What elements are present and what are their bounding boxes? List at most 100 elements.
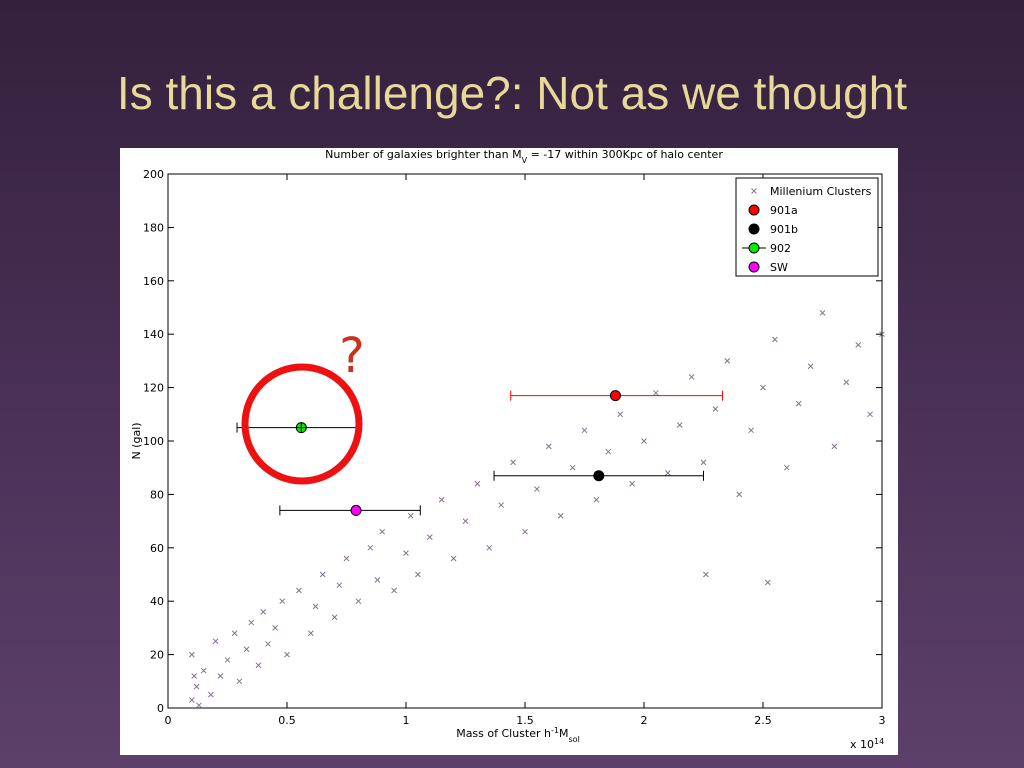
point [355,598,362,605]
point [664,470,671,476]
point [510,459,516,466]
point [188,651,195,658]
legend-label: SW [770,261,788,274]
x-tick-label: 0 [165,714,172,727]
point [534,486,540,492]
point [522,528,528,535]
point [474,480,481,487]
point [284,651,290,658]
x-axis-label: Mass of Cluster h-1Msol [456,726,580,744]
point [819,309,826,316]
point [700,459,707,466]
point [296,587,302,594]
point [336,582,343,589]
point [867,411,873,418]
point [438,496,445,503]
x-offset-label-part: x 10 [850,738,874,751]
point [450,555,457,562]
y-tick-label: 120 [143,382,164,395]
y-tick-label: 180 [143,221,164,234]
point [193,683,200,690]
x-tick-label: 3 [879,714,886,727]
legend-box [735,177,879,277]
x-tick-label: 2 [641,714,648,727]
point [207,691,214,698]
point [748,223,760,235]
y-tick-label: 20 [150,649,164,662]
point [641,438,647,444]
point [569,464,576,471]
point [653,390,659,396]
point [676,422,683,428]
x-axis-label-part: M [559,727,569,740]
point [200,667,207,674]
point [807,363,814,370]
y-tick-label: 200 [143,168,164,181]
point [224,657,231,663]
chart-title: Number of galaxies brighter than MV = -1… [325,148,723,165]
point [407,512,414,519]
point [243,646,250,653]
point [212,638,219,645]
highlight-circle [241,363,363,485]
point [748,261,760,273]
annotation: ? [339,328,364,384]
marks [188,309,885,709]
point [748,427,754,434]
point [703,571,709,578]
point [462,518,469,524]
chart-title-part: V [522,156,528,165]
point [331,614,338,621]
point [609,390,621,402]
y-tick-label: 80 [150,488,164,501]
y-tick-label: 160 [143,275,164,288]
x-tick-label: 1 [403,714,410,727]
point [748,204,760,216]
legend-label: Millenium Clusters [770,185,872,198]
point [236,678,243,685]
x-axis-label-part: -1 [551,726,559,735]
point [279,598,286,605]
point [557,512,564,519]
point [593,470,605,482]
point [843,379,850,386]
point [605,448,612,455]
point [379,528,386,535]
chart-title-part: = -17 within 300Kpc of halo center [527,148,723,161]
chart-title-part: Number of galaxies brighter than M [325,148,521,161]
point [748,242,760,254]
point [545,443,552,450]
y-axis-label: N (gal) [130,422,143,459]
point [188,697,195,703]
point [272,625,278,631]
point [319,571,326,578]
point [581,427,588,434]
point [593,496,600,503]
point [617,411,624,418]
point [260,609,267,615]
y-tick-label: 60 [150,542,164,555]
y-tick-label: 40 [150,595,164,608]
point [403,550,409,556]
slide-title: Is this a challenge?: Not as we thought [116,67,908,119]
point [688,374,695,380]
point [486,544,493,551]
point [307,630,314,637]
error-bar [279,505,421,516]
point [196,702,202,709]
point [350,504,362,516]
point [736,491,743,498]
legend-label: 902 [770,242,791,255]
point [498,502,505,508]
point [629,480,635,487]
point [712,406,719,412]
point [831,443,838,450]
point [217,673,224,679]
x-tick-label: 2.5 [754,714,772,727]
legend-label: 901b [770,223,798,236]
x-tick-label: 1.5 [516,714,534,727]
point [724,358,731,364]
point [415,571,421,578]
